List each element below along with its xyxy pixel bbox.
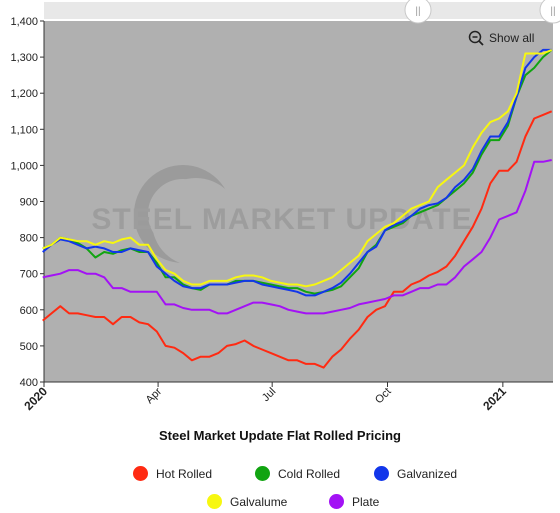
legend: Hot Rolled Cold Rolled Galvanized Galval… xyxy=(0,462,560,512)
show-all-label: Show all xyxy=(489,31,535,45)
legend-swatch xyxy=(374,466,389,481)
series-line-hot-rolled[interactable] xyxy=(42,110,553,369)
legend-label: Galvalume xyxy=(230,494,288,509)
series-line-galvalume[interactable] xyxy=(42,48,553,288)
show-all-button[interactable]: Show all xyxy=(468,30,534,46)
grip-icon: || xyxy=(415,6,420,17)
y-tick-label: 600 xyxy=(20,305,38,317)
line-chart: STEEL MARKET UPDATE 4005006007008009001,… xyxy=(10,0,560,413)
y-tick-label: 700 xyxy=(20,269,38,281)
watermark-swoosh-mask xyxy=(152,178,240,266)
y-tick-label: 1,300 xyxy=(10,52,38,64)
y-tick-label: 1,400 xyxy=(10,16,38,28)
x-tick-label: Oct xyxy=(373,386,394,407)
legend-item-galvanized[interactable]: Galvanized xyxy=(374,466,457,481)
range-scrollbar-track[interactable] xyxy=(44,2,553,19)
chart-title: Steel Market Update Flat Rolled Pricing xyxy=(159,428,401,443)
legend-item-plate[interactable]: Plate xyxy=(329,494,379,509)
legend-swatch xyxy=(329,494,344,509)
legend-label: Plate xyxy=(352,494,380,509)
legend-swatch xyxy=(255,466,270,481)
range-handle-right[interactable] xyxy=(539,0,560,24)
series-layer xyxy=(42,48,553,369)
series-line-plate[interactable] xyxy=(42,159,552,315)
y-axis: 400 500 600 700 800 900 1,000 1,100 1,200 1,300 1,… xyxy=(10,16,45,389)
legend-swatch xyxy=(133,466,148,481)
x-tick-label: Apr xyxy=(144,385,165,406)
legend-item-galvalume[interactable]: Galvalume xyxy=(207,494,287,509)
y-tick-label: 500 xyxy=(20,341,38,353)
legend-label: Hot Rolled xyxy=(156,466,213,481)
y-tick-label: 1,100 xyxy=(10,124,38,136)
grip-icon: || xyxy=(550,6,555,17)
plot-area xyxy=(44,21,553,382)
series-line-galvanized[interactable] xyxy=(42,48,552,297)
y-tick-label: 1,200 xyxy=(10,88,38,100)
y-tick-label: 1,000 xyxy=(10,160,38,172)
x-tick-label: 2021 xyxy=(480,384,509,413)
x-tick-label: Jul xyxy=(260,386,278,404)
legend-item-hot-rolled[interactable]: Hot Rolled xyxy=(133,466,212,481)
y-tick-label: 400 xyxy=(20,377,38,389)
x-axis: 2020 Apr Jul Oct 2021 xyxy=(21,381,553,413)
y-tick-label: 900 xyxy=(20,197,38,209)
zoom-out-icon xyxy=(468,30,484,46)
y-tick-label: 800 xyxy=(20,233,38,245)
legend-label: Cold Rolled xyxy=(278,466,341,481)
legend-label: Galvanized xyxy=(397,466,458,481)
legend-item-cold-rolled[interactable]: Cold Rolled xyxy=(255,466,340,481)
range-handle-left[interactable] xyxy=(404,0,432,24)
legend-swatch xyxy=(207,494,222,509)
